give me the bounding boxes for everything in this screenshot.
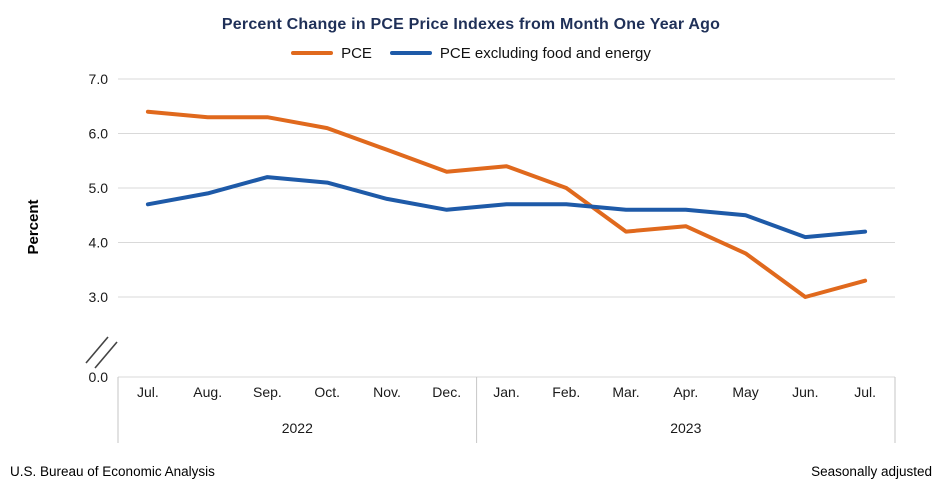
legend-item: PCE — [291, 45, 372, 62]
y-tick-label: 7.0 — [89, 71, 109, 87]
x-tick-label: Oct. — [314, 384, 340, 400]
y-tick-label: 6.0 — [89, 126, 109, 142]
legend: PCE PCE excluding food and energy — [0, 43, 942, 63]
chart-title: Percent Change in PCE Price Indexes from… — [221, 16, 721, 33]
year-label: 2023 — [670, 420, 701, 436]
legend-swatch — [389, 50, 432, 56]
x-tick-label: Dec. — [432, 384, 461, 400]
y-tick-label: 5.0 — [89, 180, 109, 196]
y-tick-label: 4.0 — [89, 235, 109, 251]
x-tick-label: Sep. — [253, 384, 282, 400]
axis-break-icon — [85, 336, 109, 364]
x-tick-label: Jul. — [854, 384, 876, 400]
legend-label: PCE — [341, 44, 372, 62]
axis-break-icon — [94, 341, 118, 369]
year-label: 2022 — [282, 420, 313, 436]
legend-swatch — [291, 50, 334, 56]
x-tick-label: Jan. — [493, 384, 519, 400]
x-tick-label: Nov. — [373, 384, 401, 400]
chart-svg: 3.0 4.0 5.0 6.0 7.0 0.0 Jul. Aug. Sep. Oct. Nov. De… — [25, 71, 896, 443]
y-tick-label: 3.0 — [89, 289, 109, 305]
y-axis-title: Percent — [25, 199, 42, 254]
source-note: U.S. Bureau of Economic Analysis — [10, 464, 215, 479]
legend-label: PCE excluding food and energy — [439, 44, 651, 62]
x-tick-label: May — [732, 384, 758, 400]
x-tick-label: Feb. — [552, 384, 580, 400]
legend-item: PCE excluding food and energy — [389, 44, 651, 62]
x-tick-label: Aug. — [193, 384, 222, 400]
series-line-pce-excluding-food-and-energy — [145, 175, 868, 240]
y-baseline-label: 0.0 — [89, 369, 109, 385]
x-tick-label: Mar. — [612, 384, 639, 400]
x-tick-label: Jun. — [792, 384, 818, 400]
adjustment-note: Seasonally adjusted — [811, 464, 932, 479]
chart-footer: U.S. Bureau of Economic Analysis Seasona… — [0, 464, 942, 479]
x-tick-label: Jul. — [137, 384, 159, 400]
series-line-pce — [145, 109, 868, 299]
x-tick-label: Apr. — [673, 384, 698, 400]
